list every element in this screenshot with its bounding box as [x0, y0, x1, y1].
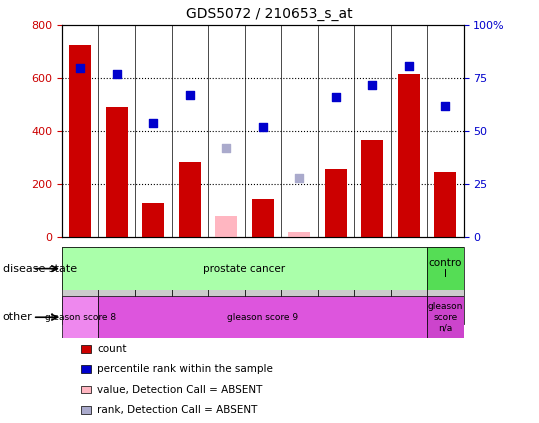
- Bar: [288, 232, 310, 237]
- Text: percentile rank within the sample: percentile rank within the sample: [97, 364, 273, 374]
- Text: rank, Detection Call = ABSENT: rank, Detection Call = ABSENT: [97, 405, 258, 415]
- Point: [295, 174, 303, 181]
- FancyBboxPatch shape: [317, 247, 354, 324]
- Bar: [142, 203, 164, 237]
- Text: gleason
score
n/a: gleason score n/a: [427, 302, 463, 332]
- FancyBboxPatch shape: [62, 296, 99, 338]
- FancyBboxPatch shape: [245, 247, 281, 324]
- Text: disease state: disease state: [3, 264, 77, 274]
- Bar: [215, 216, 237, 237]
- Text: prostate cancer: prostate cancer: [203, 264, 286, 274]
- Bar: [361, 140, 383, 237]
- Bar: [252, 198, 274, 237]
- FancyBboxPatch shape: [281, 247, 317, 324]
- Point: [441, 102, 450, 109]
- FancyBboxPatch shape: [427, 247, 464, 324]
- Point: [404, 62, 413, 69]
- Text: other: other: [3, 312, 32, 322]
- FancyBboxPatch shape: [208, 247, 245, 324]
- FancyBboxPatch shape: [62, 247, 427, 290]
- FancyBboxPatch shape: [427, 296, 464, 338]
- Text: value, Detection Call = ABSENT: value, Detection Call = ABSENT: [97, 385, 262, 395]
- FancyBboxPatch shape: [99, 247, 135, 324]
- Text: contro
l: contro l: [429, 258, 462, 280]
- Bar: [106, 107, 128, 237]
- Point: [368, 81, 377, 88]
- FancyBboxPatch shape: [354, 247, 391, 324]
- FancyBboxPatch shape: [171, 247, 208, 324]
- FancyBboxPatch shape: [99, 296, 427, 338]
- FancyBboxPatch shape: [62, 247, 99, 324]
- Text: GDS5072 / 210653_s_at: GDS5072 / 210653_s_at: [186, 7, 353, 21]
- Bar: [398, 74, 420, 237]
- Bar: [325, 170, 347, 237]
- FancyBboxPatch shape: [135, 247, 171, 324]
- Bar: [70, 45, 91, 237]
- FancyBboxPatch shape: [427, 247, 464, 290]
- Text: gleason score 9: gleason score 9: [227, 313, 298, 322]
- Bar: [179, 162, 201, 237]
- FancyBboxPatch shape: [391, 247, 427, 324]
- Point: [76, 64, 85, 71]
- Point: [331, 94, 340, 101]
- Point: [113, 71, 121, 77]
- Bar: [434, 172, 456, 237]
- Point: [185, 92, 194, 99]
- Text: count: count: [97, 344, 127, 354]
- Point: [259, 124, 267, 130]
- Point: [222, 145, 231, 151]
- Point: [149, 119, 157, 126]
- Text: gleason score 8: gleason score 8: [45, 313, 116, 322]
